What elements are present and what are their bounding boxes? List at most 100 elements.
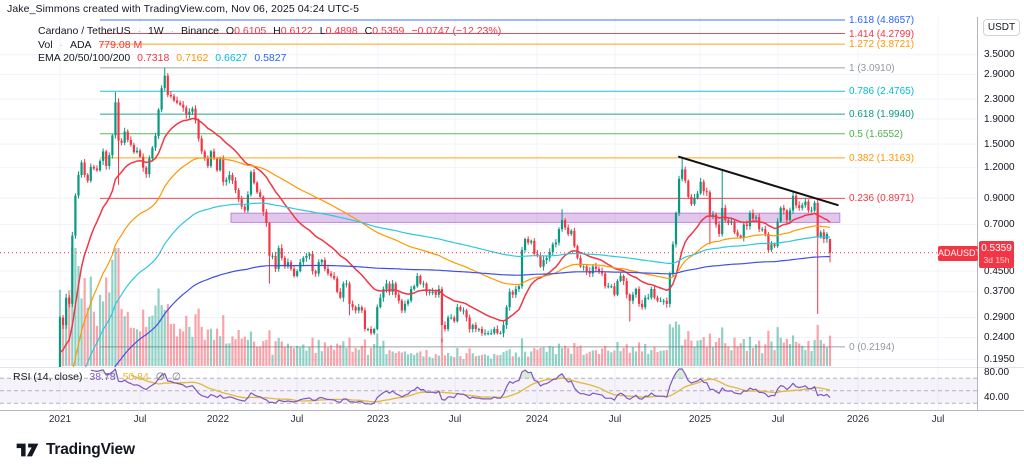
candle-body <box>68 297 71 304</box>
candle-body <box>613 286 616 295</box>
volume-bar <box>185 315 188 366</box>
time-axis-label[interactable]: Jul <box>931 414 945 425</box>
price-axis-label[interactable]: 0.4500 <box>984 265 1015 277</box>
time-axis-label[interactable]: 2021 <box>48 414 72 425</box>
price-axis-label[interactable]: 0.7000 <box>984 219 1015 231</box>
bar-countdown: 3d 15h <box>983 255 1010 265</box>
price-axis-label[interactable]: 0.2400 <box>984 331 1015 343</box>
candle-body <box>317 262 320 274</box>
volume-bar <box>776 327 779 366</box>
volume-bar <box>594 350 598 366</box>
volume-bar <box>816 324 819 366</box>
price-axis-label[interactable]: 0.3700 <box>984 286 1015 298</box>
time-axis-label[interactable]: Jul <box>133 414 147 425</box>
rsi-axis-label[interactable]: 80.00 <box>984 366 1010 378</box>
time-axis-label[interactable]: 2023 <box>366 414 390 425</box>
candle-body <box>487 333 490 335</box>
volume-bar <box>742 339 745 366</box>
price-axis-label[interactable]: 2.9000 <box>984 69 1015 81</box>
ema-row[interactable]: EMA 20/50/100/200 0.7318 0.7162 0.6627 0… <box>38 52 505 66</box>
volume-bar <box>539 347 542 366</box>
price-axis-label[interactable]: 3.5000 <box>984 49 1015 61</box>
descending-trendline <box>678 155 839 207</box>
time-axis-label[interactable]: 2026 <box>846 414 870 425</box>
volume-bar <box>533 348 536 366</box>
volume-bar <box>674 321 678 366</box>
interval-label[interactable]: 1W <box>147 25 164 37</box>
candle-body <box>80 162 83 175</box>
separator-dot: · <box>59 38 64 51</box>
candle-body <box>157 109 160 137</box>
rsi-axis-label[interactable]: 40.00 <box>984 391 1010 403</box>
candle-body <box>323 260 326 269</box>
volume-bar <box>135 329 139 366</box>
volume-row[interactable]: Vol · ADA 779.08 M <box>38 39 505 53</box>
candle-body <box>120 140 123 143</box>
high-value: 0.6122 <box>280 25 313 37</box>
currency-toggle-button[interactable]: USDT <box>983 19 1020 36</box>
volume-bar <box>490 358 493 366</box>
candle-body <box>557 229 561 243</box>
volume-bar <box>160 305 163 366</box>
volume-bar <box>145 326 148 366</box>
candle-body <box>582 266 585 268</box>
volume-bar <box>462 359 465 366</box>
candle-body <box>730 221 733 224</box>
candle-body <box>366 329 370 331</box>
candle-body <box>83 162 86 175</box>
price-axis-label[interactable]: 1.5000 <box>984 138 1015 150</box>
candle-body <box>271 255 274 257</box>
volume-bar <box>203 339 206 366</box>
volume-bar <box>132 328 136 366</box>
volume-bar <box>292 348 296 366</box>
candle-body <box>496 329 499 334</box>
candle-body <box>114 102 117 136</box>
volume-bar <box>379 346 382 366</box>
rsi-legend[interactable]: RSI (14, close) 38.78 50.84 ∅ ∅ <box>13 371 185 383</box>
price-axis-label[interactable]: 0.2900 <box>984 311 1015 323</box>
time-axis-label[interactable]: Jul <box>608 414 622 425</box>
volume-bar <box>671 327 675 366</box>
time-axis-label[interactable]: 2024 <box>525 414 549 425</box>
price-axis-label[interactable]: 2.3000 <box>984 93 1015 105</box>
time-axis-label[interactable]: Jul <box>448 414 462 425</box>
candle-body <box>65 297 68 326</box>
candle-body <box>656 297 659 301</box>
volume-bar <box>665 349 668 366</box>
price-axis-label[interactable]: 1.9000 <box>984 113 1015 125</box>
price-axis-label[interactable]: 0.9000 <box>984 192 1015 204</box>
symbol-title[interactable]: Cardano / TetherUS <box>38 25 131 37</box>
volume-value: 779.08 M <box>98 38 143 51</box>
candle-body <box>579 257 582 267</box>
candle-body <box>551 244 554 252</box>
volume-bar <box>357 349 360 366</box>
candle-body <box>95 168 99 171</box>
fib-level-label: 0.786 (2.4765) <box>849 86 915 98</box>
price-axis-label[interactable]: 1.2000 <box>984 162 1015 174</box>
supply-zone-rectangle <box>230 212 841 223</box>
volume-bar <box>299 347 302 366</box>
volume-bar <box>745 350 748 366</box>
candle-body <box>135 150 139 153</box>
volume-bar <box>394 353 397 366</box>
tradingview-logo[interactable]: TradingView <box>16 441 135 459</box>
time-axis-label[interactable]: 2025 <box>688 414 712 425</box>
volume-bar <box>681 345 684 366</box>
volume-bar <box>422 356 425 366</box>
volume-bar <box>487 355 490 366</box>
price-axis-label[interactable]: 0.1950 <box>984 353 1015 365</box>
volume-bar <box>369 347 373 366</box>
exchange-label: Binance <box>181 25 219 37</box>
candle-body <box>58 317 62 367</box>
candle-body <box>610 286 613 288</box>
rsi-overbought-fill <box>556 373 565 379</box>
time-axis-label[interactable]: Jul <box>771 414 785 425</box>
time-axis-label[interactable]: 2022 <box>206 414 230 425</box>
volume-bar <box>708 333 711 366</box>
volume-bar <box>502 352 505 366</box>
symbol-row[interactable]: Cardano / TetherUS · 1W · Binance O0.610… <box>38 25 505 39</box>
time-axis-label[interactable]: Jul <box>290 414 304 425</box>
candle-body <box>299 262 302 272</box>
candle-body <box>175 100 179 103</box>
